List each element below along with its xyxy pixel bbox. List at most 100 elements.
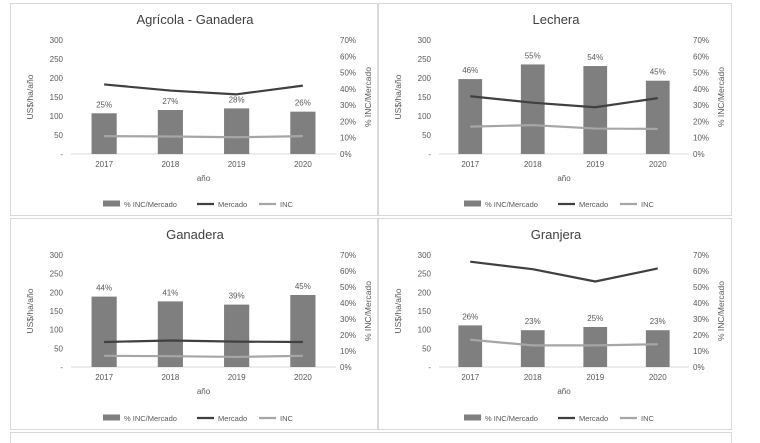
bar-data-label: 26%	[295, 99, 311, 108]
y-axis-label: US$/ha/año	[25, 74, 35, 119]
chart-svg: Ganadera - 50 100 150 200 250 300 0% 10% 20% 30% 40%…	[25, 227, 373, 423]
chart-title: Ganadera	[166, 227, 225, 242]
y-tick-label: 200	[418, 74, 432, 83]
y2-tick-label: 20%	[340, 331, 356, 340]
y-tick-label: 250	[50, 270, 64, 279]
bar	[583, 327, 608, 367]
bar	[520, 330, 545, 367]
y-tick-label: 50	[54, 131, 63, 140]
series-line	[104, 83, 304, 96]
y-axis-label: US$/ha/año	[25, 288, 35, 333]
y2-tick-label: 10%	[340, 347, 356, 356]
bottom-panel-edge	[10, 432, 732, 443]
x-tick-label: 2019	[228, 373, 246, 382]
series-line	[470, 95, 658, 109]
bar	[157, 110, 183, 154]
x-tick-label: 2020	[294, 160, 312, 169]
legend-label: % INC/Mercado	[485, 414, 538, 423]
legend-label: INC	[641, 414, 655, 423]
y2-axis-label: % INC/Mercado	[716, 67, 726, 127]
chart-svg: Lechera - 50 100 150 200 250 300 0% 10% 20% 30% 40% 5…	[393, 12, 726, 209]
bar-data-label: 23%	[525, 317, 541, 326]
y2-tick-label: 60%	[693, 267, 709, 276]
bar-data-label: 44%	[96, 284, 112, 293]
x-tick-label: 2018	[524, 373, 542, 382]
chart-panel: Granjera - 50 100 150 200 250 300 0% 10% 20% 30% 40%…	[378, 218, 732, 430]
y2-tick-label: 20%	[693, 331, 709, 340]
series-line	[470, 338, 658, 347]
y2-tick-label: 50%	[340, 283, 356, 292]
x-tick-label: 2017	[95, 160, 113, 169]
y-tick-label: -	[60, 150, 63, 159]
y2-tick-label: 60%	[340, 267, 356, 276]
y2-tick-label: 0%	[693, 150, 705, 159]
legend-label: % INC/Mercado	[124, 414, 177, 423]
y-tick-label: 250	[418, 270, 432, 279]
x-tick-label: 2020	[649, 373, 667, 382]
y2-tick-label: 40%	[340, 299, 356, 308]
y2-tick-label: 30%	[693, 315, 709, 324]
y-tick-label: 300	[418, 36, 432, 45]
y-tick-label: 200	[418, 288, 432, 297]
bar-data-label: 26%	[462, 312, 478, 321]
y2-tick-label: 70%	[693, 251, 709, 260]
bar	[458, 325, 483, 367]
legend-label: INC	[280, 200, 294, 209]
legend-swatch	[103, 200, 120, 207]
y2-tick-label: 70%	[340, 251, 356, 260]
y-tick-label: 100	[50, 326, 64, 335]
y2-tick-label: 10%	[340, 134, 356, 143]
bar-data-label: 28%	[229, 95, 245, 104]
bar-data-label: 55%	[525, 51, 541, 60]
y2-tick-label: 30%	[693, 101, 709, 110]
y-tick-label: 100	[418, 112, 432, 121]
y2-tick-label: 0%	[340, 150, 352, 159]
y2-tick-label: 20%	[340, 117, 356, 126]
bar-data-label: 23%	[650, 317, 666, 326]
x-tick-label: 2017	[461, 160, 479, 169]
x-axis-label: año	[557, 387, 571, 396]
y-tick-label: 300	[418, 251, 432, 260]
y2-tick-label: 40%	[340, 85, 356, 94]
legend-label: INC	[641, 200, 655, 209]
y2-tick-label: 40%	[693, 299, 709, 308]
bar-data-label: 27%	[162, 97, 178, 106]
series-line	[470, 260, 658, 283]
x-tick-label: 2018	[161, 160, 179, 169]
chart-title: Agrícola - Ganadera	[136, 12, 254, 27]
y-axis-label: US$/ha/año	[393, 74, 403, 119]
bar-data-label: 54%	[587, 53, 603, 62]
y-tick-label: 200	[50, 74, 64, 83]
y2-tick-label: 10%	[693, 134, 709, 143]
chart-svg: Granjera - 50 100 150 200 250 300 0% 10% 20% 30% 40%…	[393, 227, 726, 423]
bar-data-label: 46%	[462, 66, 478, 75]
y-tick-label: 150	[50, 93, 64, 102]
y-tick-label: 250	[50, 55, 64, 64]
legend-label: % INC/Mercado	[124, 200, 177, 209]
legend-label: Mercado	[579, 414, 608, 423]
bar-data-label: 45%	[650, 68, 666, 77]
series-line	[470, 124, 658, 131]
y-tick-label: -	[60, 363, 63, 372]
bar	[290, 111, 316, 154]
bar	[458, 79, 483, 154]
bar-data-label: 45%	[295, 282, 311, 291]
series-line	[104, 339, 303, 344]
y-tick-label: 250	[418, 55, 432, 64]
bar	[583, 66, 608, 154]
legend-label: Mercado	[218, 200, 247, 209]
legend-swatch	[464, 200, 481, 207]
y2-tick-label: 20%	[693, 117, 709, 126]
x-tick-label: 2018	[161, 373, 179, 382]
y2-tick-label: 30%	[340, 315, 356, 324]
y-tick-label: 100	[418, 326, 432, 335]
y-tick-label: 100	[50, 112, 64, 121]
y-tick-label: 150	[50, 307, 64, 316]
y-tick-label: 300	[50, 251, 64, 260]
chart-panel: Lechera - 50 100 150 200 250 300 0% 10% 20% 30% 40% 5…	[378, 3, 732, 216]
y-tick-label: 150	[418, 307, 432, 316]
y2-tick-label: 10%	[693, 347, 709, 356]
y2-tick-label: 70%	[340, 36, 356, 45]
y2-tick-label: 50%	[693, 283, 709, 292]
